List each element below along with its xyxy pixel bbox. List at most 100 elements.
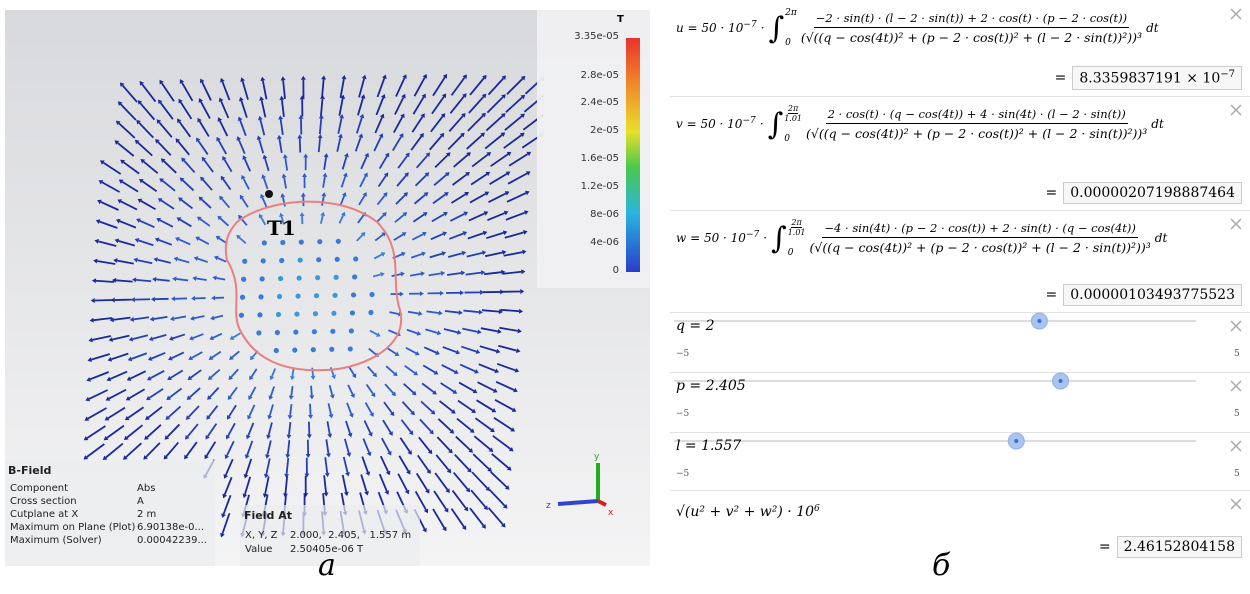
field-arrow [160,103,172,120]
field-arrow [343,475,347,492]
field-arrow [397,175,406,186]
field-dot [368,310,373,315]
field-arrow [456,437,470,450]
field-arrow [430,136,442,150]
slider[interactable] [670,312,1200,330]
arrow-head [212,276,216,281]
slider[interactable] [670,372,1200,390]
close-button[interactable] [1230,320,1242,332]
slider-min: −5 [676,349,689,359]
field-arrow [168,406,180,417]
close-button[interactable] [1230,440,1242,452]
colorbar-label: 1.2e-05 [567,181,619,192]
field-arrow [216,278,225,280]
slider[interactable] [670,432,1200,450]
colorbar-label: 2.8e-05 [567,70,619,81]
field-arrow [139,240,154,245]
slider-min: −5 [676,469,689,479]
result-box: 0.00000103493775523 [1063,284,1242,306]
field-arrow [270,404,273,415]
field-arrow [484,272,501,274]
field-dot [369,292,374,297]
arrow-head [482,250,486,255]
field-arrow [230,387,237,396]
field-arrow [202,82,211,100]
field-arrow [320,118,321,134]
field-arrow [184,161,195,173]
expression: u = 50 · 10−7·∫2π0−2 · sin(t) · (l − 2 ·… [676,8,1159,48]
field-arrow [467,135,482,149]
arrow-head [330,394,335,399]
field-arrow [101,202,119,210]
field-arrow [338,118,341,134]
field-arrow [384,402,392,413]
arrow-head [260,77,265,81]
field-arrow [357,118,362,134]
field-arrow [495,400,513,410]
field-arrow [421,401,432,411]
field-arrow [408,312,419,314]
arrow-head [517,328,521,333]
close-button[interactable] [1230,380,1242,392]
close-button[interactable] [1230,8,1242,20]
arrow-head [309,395,314,399]
field-dot [329,347,334,352]
close-icon [1231,381,1241,391]
info-key: Cross section [10,496,77,507]
field-arrow [411,136,421,150]
result: =8.3359837191 × 10−7 [1055,66,1242,90]
field-arrow [489,508,503,525]
field-arrow [220,218,228,225]
field-arrow [147,425,161,437]
field-arrow [429,273,441,275]
field-arrow [455,455,469,470]
expression-row: w = 50 · 10−7·∫2π1.010−4 · sin(4t) · (p … [670,210,1250,313]
field-arrow [181,200,192,209]
denominator: (√((q − cos(4t))² + (p − 2 · cos(t))² + … [810,238,1151,255]
field-arrow [454,155,468,167]
field-arrow [263,81,267,100]
field-arrow [378,78,385,97]
field-arrow [457,419,471,431]
slider-label: q = 2 [676,318,715,334]
field-dot [276,312,281,317]
field-arrow [358,215,364,223]
field-arrow [160,220,173,227]
field-arrow [432,214,445,221]
arrow-head [327,434,332,438]
field-arrow [144,162,158,174]
field-arrow [233,333,240,337]
arrow-head [259,96,264,100]
close-button[interactable] [1230,218,1242,230]
colorbar-label: 1.6e-05 [567,153,619,164]
close-button[interactable] [1230,498,1242,510]
field-arrow [434,491,446,509]
arrow-head [311,376,316,380]
field-arrow [220,121,227,136]
arrow-head [341,75,346,79]
expression: w = 50 · 10−7·∫2π1.010−4 · sin(4t) · (p … [676,218,1167,258]
field-arrow [437,437,450,451]
field-arrow [382,438,389,452]
arrow-head [92,278,96,283]
field-arrow [496,382,514,390]
field-arrow [199,239,209,244]
close-button[interactable] [1230,104,1242,116]
field-arrow [406,348,416,353]
field-arrow [361,156,367,169]
field-dot [353,256,358,261]
arrow-head [320,95,325,99]
field-arrow [121,201,137,209]
field-dot [261,258,266,263]
arrow-head [516,348,521,353]
field-arrow [414,195,425,204]
arrow-head [170,316,174,321]
field-dot [294,311,299,316]
field-arrow [412,234,423,240]
result: =0.00000207198887464 [1045,182,1242,204]
result-value: 0.00000103493775523 [1070,287,1235,303]
arrow-head [191,296,195,301]
field-arrow [508,173,527,183]
field-arrow [413,214,424,221]
